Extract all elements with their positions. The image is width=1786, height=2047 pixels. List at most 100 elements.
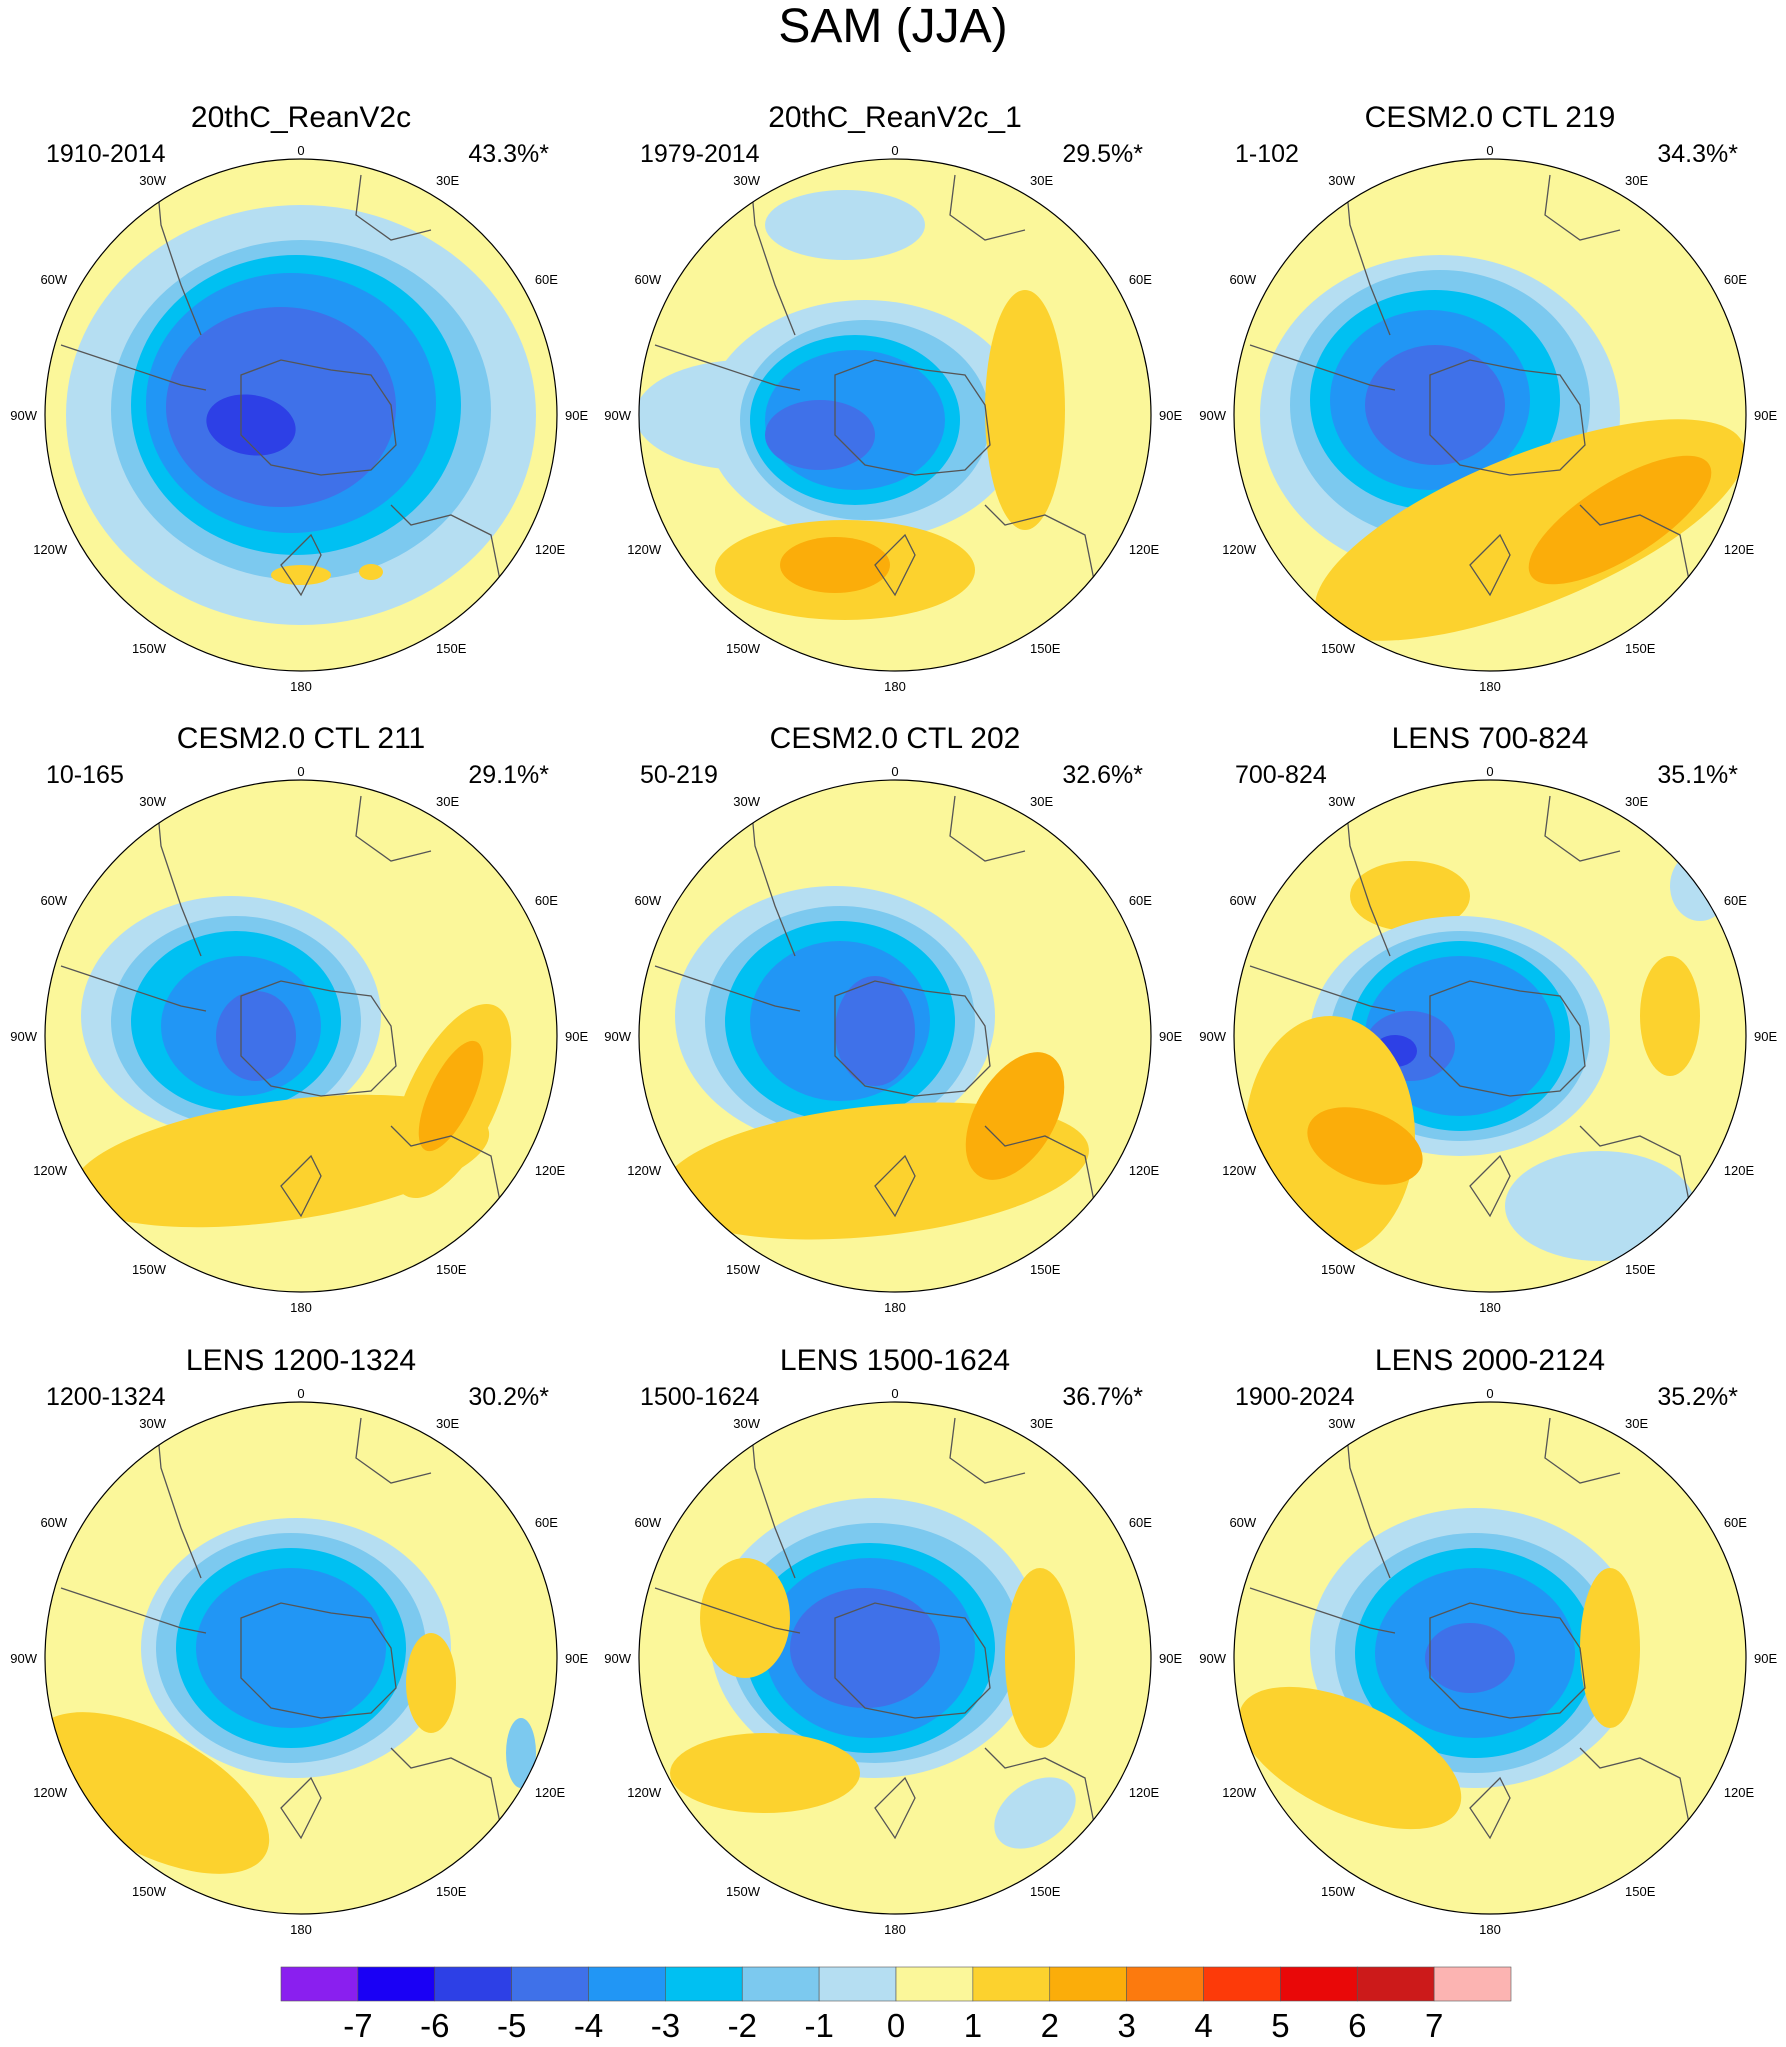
longitude-label: 180 [1479,1922,1501,1937]
longitude-label: 150E [1625,641,1656,656]
longitude-label: 60W [40,272,67,287]
coastline [1249,1587,1396,1634]
map-border [638,158,1152,672]
contour-region [506,1718,536,1788]
coastline [1469,1154,1511,1218]
longitude-label: 90W [10,1651,37,1666]
longitude-label: 90E [565,408,588,423]
longitude-label: 90E [1754,408,1777,423]
panel-period: 700-824 [1235,761,1327,789]
coastline [1544,174,1621,241]
contour-region [1505,1151,1695,1261]
contour-region [271,565,331,585]
longitude-label: 120E [1129,1785,1160,1800]
colorbar-swatch [511,1966,589,2002]
longitude-label: 30E [1030,794,1053,809]
longitude-label: 60W [1229,893,1256,908]
coastline [1469,1776,1511,1840]
longitude-label: 30W [733,794,760,809]
longitude-label: 30E [436,173,459,188]
longitude-label: 120E [1724,1163,1755,1178]
longitude-label: 90W [1199,408,1226,423]
longitude-label: 120W [33,542,68,557]
panel-map [1234,780,1746,1292]
contour-region [1640,956,1700,1076]
contour-region [1580,1568,1640,1728]
colorbar-swatch [357,1966,436,2002]
map-border [638,779,1152,1293]
coastline [355,795,432,862]
longitude-label: 180 [1479,679,1501,694]
longitude-label: 90W [1199,1651,1226,1666]
longitude-label: 90W [604,408,631,423]
coastline [1249,344,1396,391]
contour-region [994,1777,1076,1849]
contour-region [1307,1107,1423,1185]
coastline [1544,1417,1621,1484]
longitude-label: 60E [535,893,558,908]
panel-period: 1200-1324 [46,1383,166,1411]
colorbar-swatch [972,1966,1051,2002]
coastline [874,533,916,597]
longitude-label: 180 [884,679,906,694]
longitude-label: 120E [535,1785,566,1800]
longitude-label: 120W [33,1785,68,1800]
coastline [390,1747,502,1829]
coastline [355,1417,432,1484]
panel-map [639,1402,1151,1914]
colorbar-swatch [741,1966,820,2002]
coastline [654,344,801,391]
map-border [1233,158,1747,672]
longitude-label: 30W [139,794,166,809]
colorbar-swatch [588,1966,666,2002]
longitude-label: 60E [1129,893,1152,908]
panel-variance: 32.6%* [1062,761,1143,789]
panel-5: CESM2.0 CTL 202 50-219 32.6%* 0 30E 60E 90E 120… [604,722,1182,1315]
longitude-label: 90E [1159,1029,1182,1044]
longitude-label: 30E [436,794,459,809]
contour-region [965,1052,1065,1180]
longitude-label: 90W [10,408,37,423]
contour-region [780,537,890,593]
contour-region [835,976,915,1086]
longitude-label: 30E [1030,173,1053,188]
longitude-label: 30E [1625,794,1648,809]
map-border [44,779,558,1293]
longitude-label: 0 [297,1386,304,1401]
panel-4: CESM2.0 CTL 211 10-165 29.1%* 0 30E 60E 90E 120… [10,722,588,1315]
coastline [874,1776,916,1840]
colorbar-swatch [280,1966,359,2002]
longitude-label: 120W [1222,542,1257,557]
contour-region [1005,1568,1075,1748]
map-border [1233,779,1747,1293]
longitude-label: 150W [1321,1262,1356,1277]
panel-3: CESM2.0 CTL 219 1-102 34.3%* 0 30E 60E 90E 120E… [1199,101,1777,694]
longitude-label: 150E [1030,1262,1061,1277]
colorbar-tick-label: 2 [1041,2007,1059,2042]
longitude-label: 0 [297,764,304,779]
longitude-label: 30W [1328,1416,1355,1431]
contour-region [196,1568,386,1728]
panel-title: LENS 700-824 [1392,722,1589,755]
longitude-label: 120W [627,1163,662,1178]
colorbar-tick-label: -1 [804,2007,833,2042]
coastline [280,1776,322,1840]
longitude-label: 0 [1486,764,1493,779]
panel-2: 20thC_ReanV2c_1 1979-2014 29.5%* 0 30E 60E 90E… [604,101,1182,694]
contour-region [359,564,383,580]
longitude-label: 150E [436,1884,467,1899]
panel-period: 1900-2024 [1235,1383,1355,1411]
longitude-label: 120W [1222,1163,1257,1178]
colorbar-tick-label: -6 [420,2007,449,2042]
longitude-label: 150W [726,641,761,656]
coastline [1429,359,1586,476]
contour-region [765,400,875,470]
panel-title: LENS 1200-1324 [186,1344,416,1377]
contour-region [406,1633,456,1733]
longitude-label: 180 [884,1300,906,1315]
map-border [1233,1401,1747,1915]
coastline [654,965,801,1012]
longitude-label: 90W [1199,1029,1226,1044]
colorbar-tick-label: 7 [1425,2007,1443,2042]
